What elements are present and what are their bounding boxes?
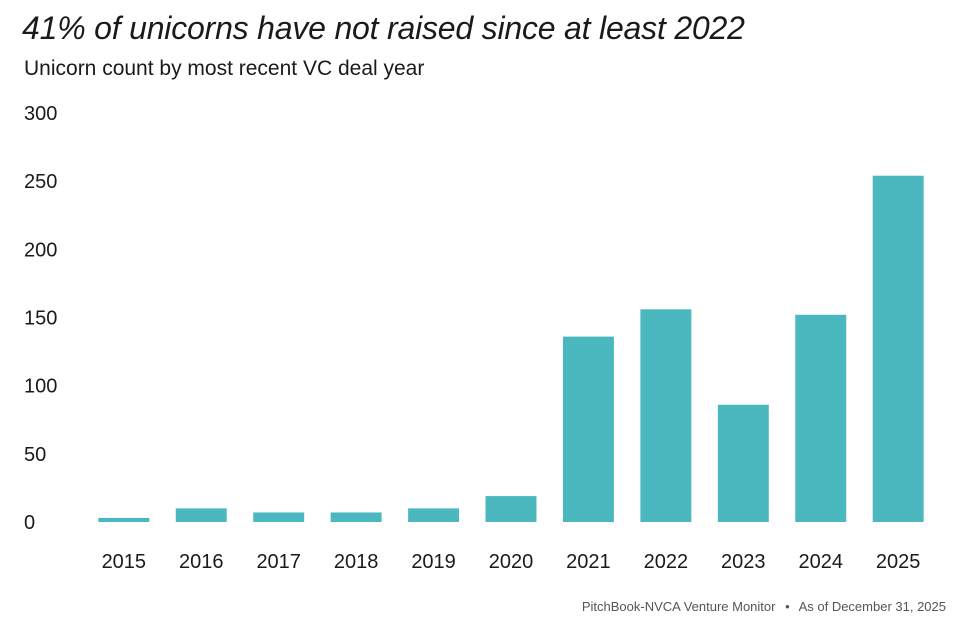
x-tick-label: 2021	[566, 551, 611, 573]
y-tick-label: 50	[24, 444, 46, 466]
bar-2020	[485, 496, 537, 522]
y-tick-label: 200	[24, 239, 57, 261]
x-tick-label: 2018	[334, 551, 379, 573]
source-note: PitchBook-NVCA Venture Monitor • As of D…	[582, 599, 946, 614]
bar-2025	[872, 175, 924, 523]
source-publisher: PitchBook-NVCA Venture Monitor	[581, 599, 776, 614]
x-tick-label: 2024	[798, 551, 843, 573]
source-separator: •	[785, 599, 790, 614]
bar-2024	[795, 314, 847, 522]
x-tick-label: 2022	[644, 551, 689, 573]
chart-subtitle: Unicorn count by most recent VC deal yea…	[24, 57, 425, 80]
bar-2015	[98, 517, 150, 522]
bar-2018	[330, 512, 382, 522]
source-date: As of December 31, 2025	[798, 599, 946, 614]
y-tick-label: 100	[24, 376, 57, 398]
y-tick-label: 0	[24, 512, 35, 534]
bar-2023	[717, 404, 769, 522]
x-tick-label: 2016	[179, 551, 224, 573]
chart-title: 41% of unicorns have not raised since at…	[22, 10, 745, 46]
y-tick-label: 300	[24, 103, 57, 125]
bar-2019	[408, 508, 460, 522]
bar-2017	[253, 512, 305, 522]
bar-2021	[562, 336, 614, 522]
x-tick-label: 2017	[256, 551, 301, 573]
bar-2016	[175, 508, 227, 522]
x-tick-label: 2020	[489, 551, 534, 573]
bar-2022	[640, 309, 692, 522]
x-tick-label: 2019	[411, 551, 456, 573]
x-tick-label: 2025	[876, 551, 921, 573]
y-tick-label: 150	[24, 308, 57, 330]
x-tick-label: 2015	[102, 551, 147, 573]
x-tick-label: 2023	[721, 551, 766, 573]
y-tick-label: 250	[24, 171, 57, 193]
